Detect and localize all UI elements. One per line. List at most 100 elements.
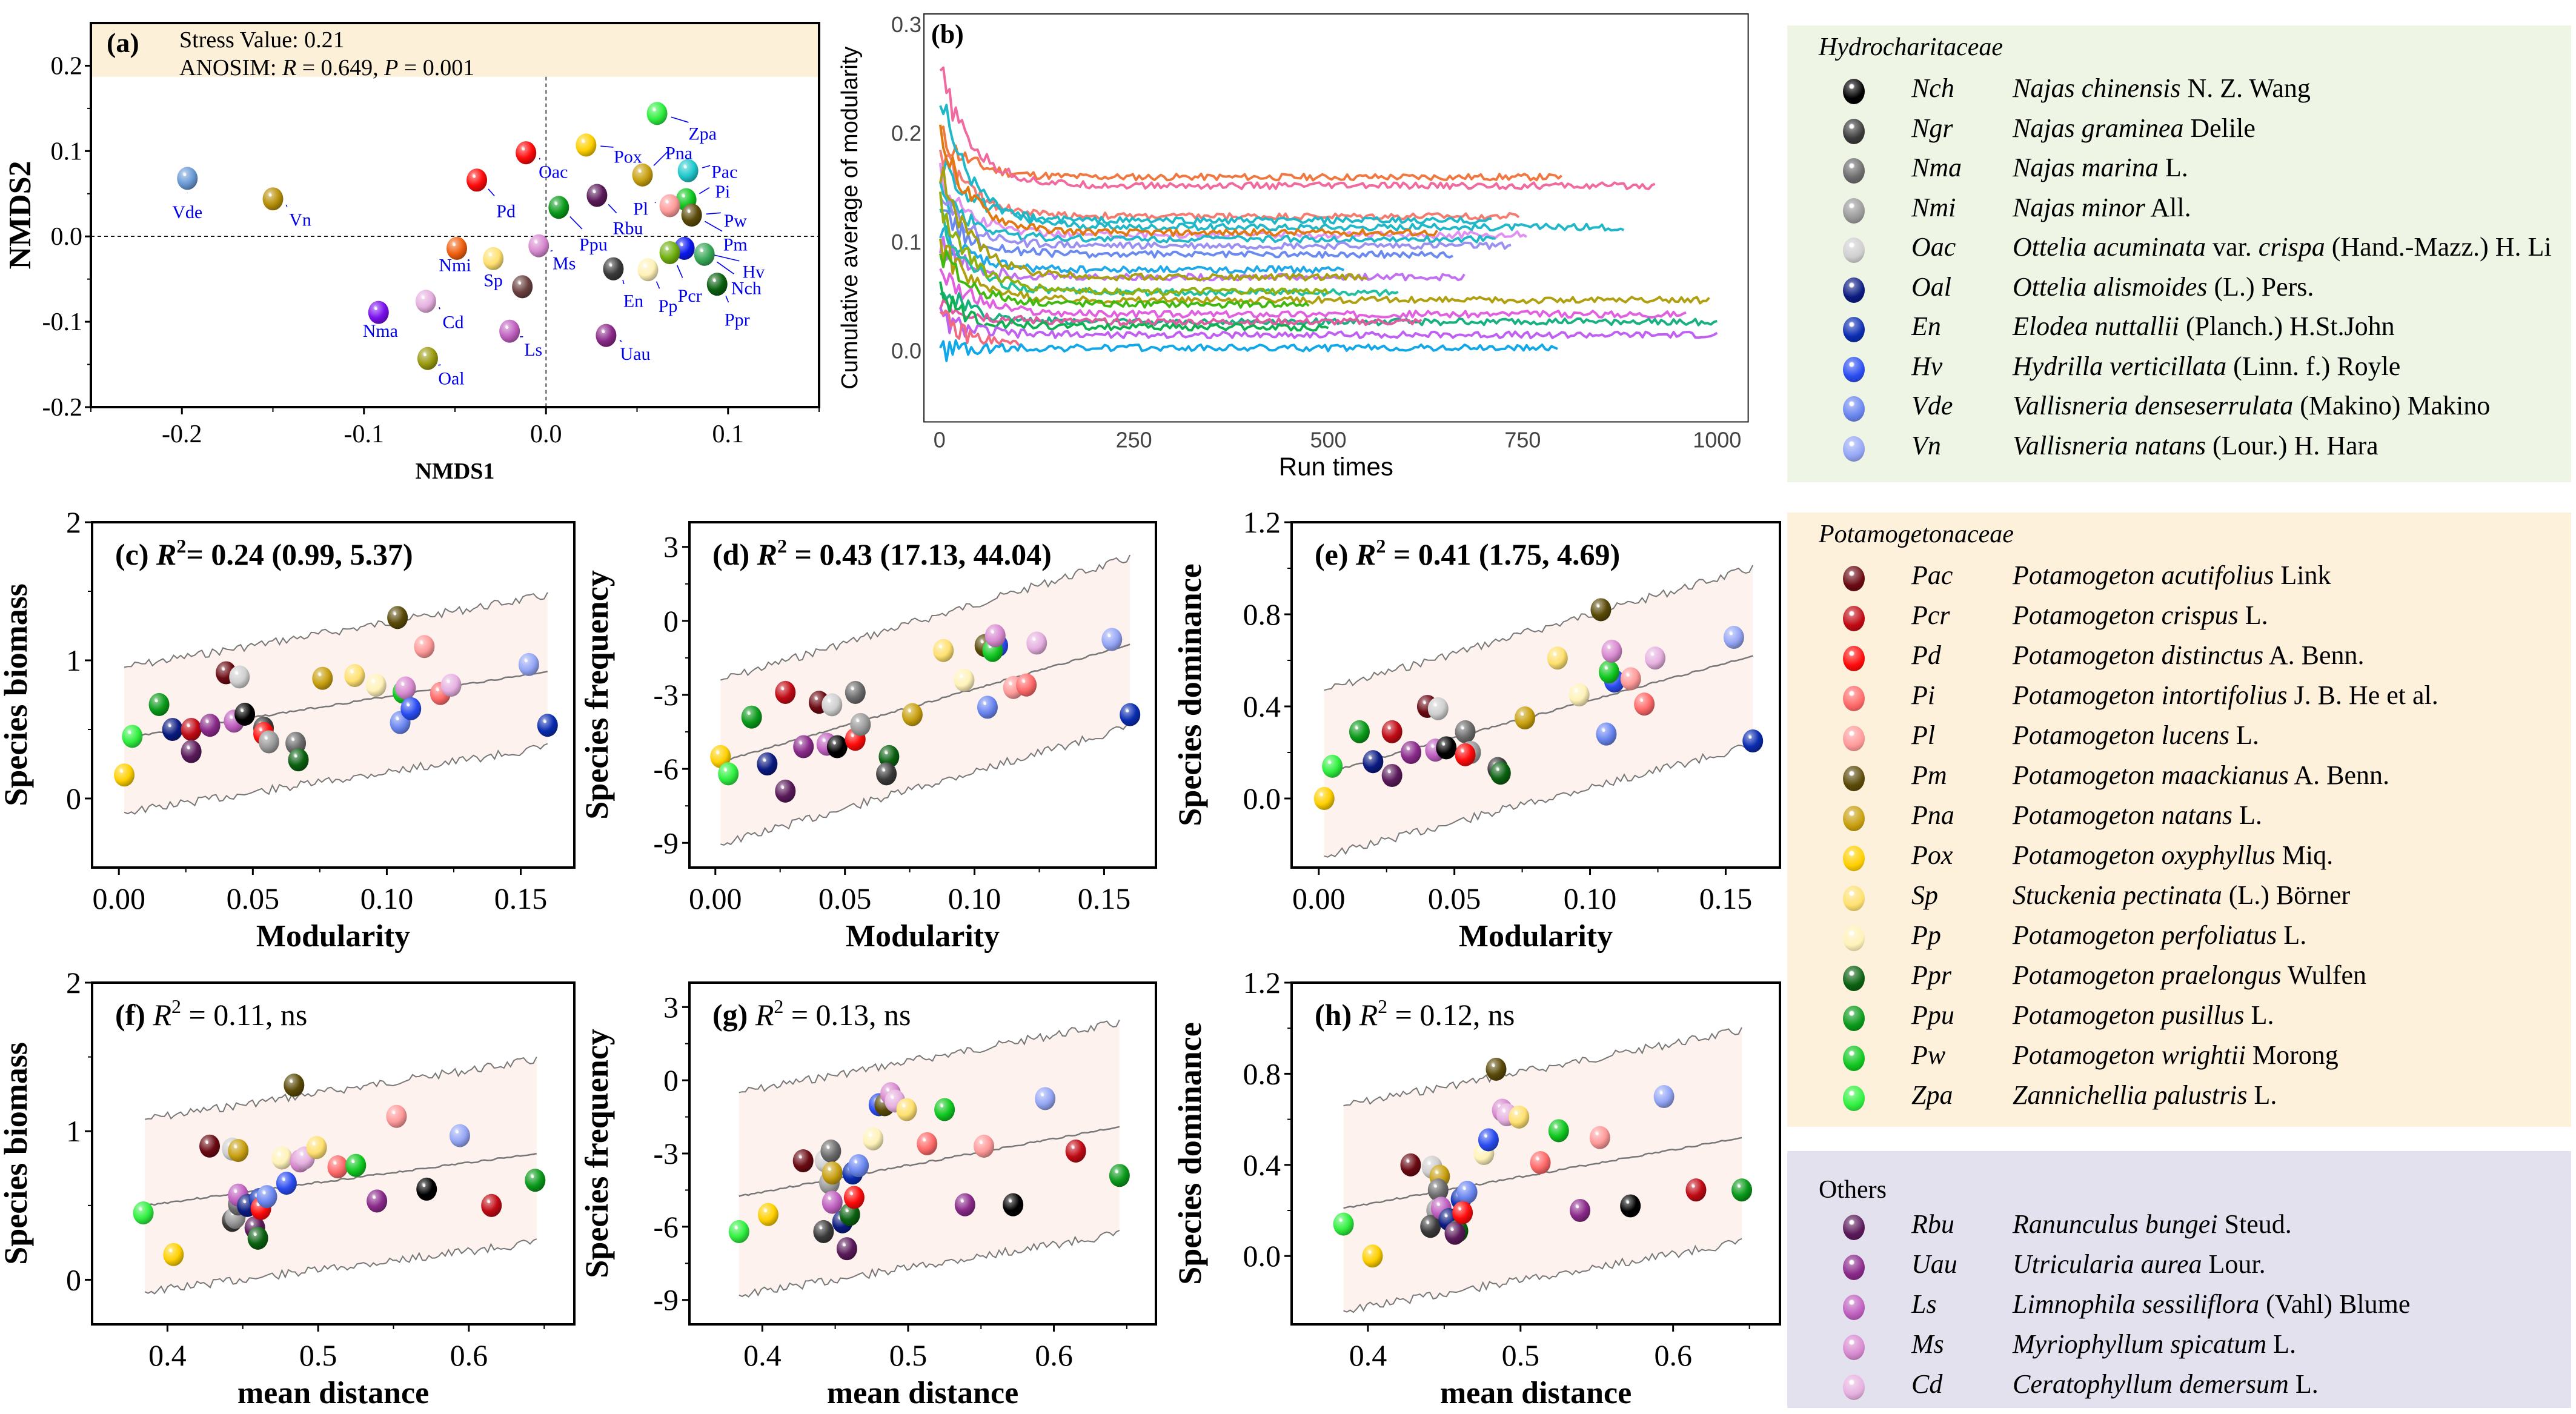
data-point-nch [416,1177,437,1201]
nmds-label-vde: Vde [172,202,202,222]
data-point-pi [327,1155,348,1179]
legend-item-oac: Oac Ottelia acuminata var. crispa (Hand.-… [1787,231,2571,268]
nmds-point-nch [694,242,715,266]
species-name: Potamogeton wrightii Morong [2013,1040,2339,1070]
x-tick-label: 0.4 [1349,1338,1387,1372]
nmds-point-ngr [512,275,533,299]
data-point-pd [1455,743,1476,766]
legend-item-pac: Pac Potamogeton acutifolius Link [1787,560,2571,596]
species-abbreviation: Hv [1911,351,1943,381]
legend-group-title: Others [1819,1176,1887,1204]
species-ball-icon [1843,1086,1865,1111]
nmds-point-oac [516,141,537,165]
data-point-pw [934,1098,955,1121]
legend-item-vn: Vn Vallisneria natans (Lour.) H. Hara [1787,430,2571,466]
y-tick-label: 0.8 [1243,597,1281,631]
nmds-leader-line [653,151,668,166]
nmds-point-ms [528,234,549,257]
x-tick-label: 250 [1116,427,1152,452]
species-ball-icon [1843,1255,1865,1280]
species-name: Potamogeton maackianus A. Benn. [2013,760,2390,790]
species-legend: Sym.Abbr. Species name HydrocharitaceaeN… [1787,0,2576,1414]
species-name: Potamogeton intortifolius J. B. He et al… [2013,680,2438,710]
species-ball-icon [1843,606,1865,631]
nmds-label-pd: Pd [496,202,516,222]
data-point-ppu [1731,1178,1753,1202]
panel-label: (b) [931,19,964,49]
modularity-series-line [939,281,1329,332]
fit-line [739,1126,1120,1197]
panel-stat-annotation: (c) R2= 0.24 (0.99, 5.37) [115,535,413,571]
x-tick-label: 0.15 [1699,881,1753,915]
modularity-series-line [940,209,1453,259]
r-squared-value: = 0.43 (17.13, 44.04) [787,537,1052,571]
y-tick-label: 0.0 [1243,1239,1281,1273]
nmds-point-zpa [646,102,668,125]
x-tick-label: 0.0 [530,420,562,448]
nmds-point-pw [681,203,702,227]
modularity-series-line [939,125,1562,182]
x-axis-label: mean distance [827,1376,1018,1410]
data-point-pl [386,1104,407,1128]
nmds-label-nma: Nma [363,321,398,341]
species-abbreviation: Pp [1911,920,1941,950]
nmds-point-sp [483,247,504,270]
data-point-pw [1548,1119,1569,1143]
species-ball-icon [1843,646,1865,671]
data-point-rbu [181,740,202,763]
y-tick-label: 1 [66,1114,81,1148]
y-tick-label: 0.4 [1243,1148,1281,1182]
x-tick-label: 1000 [1693,427,1741,452]
r-squared-symbol: R [1355,537,1376,571]
y-tick-label: 3 [663,530,679,564]
legend-item-ppr: Ppr Potamogeton praelongus Wulfen [1787,960,2571,996]
nmds-label-pm: Pm [723,234,748,254]
data-point-pox [757,1203,778,1226]
data-point-nmi [258,730,279,754]
species-abbreviation: Zpa [1911,1080,1953,1110]
species-abbreviation: Nma [1911,153,1962,182]
species-ball-icon [1843,726,1865,751]
fit-line [720,643,1130,763]
modularity-series-line [939,250,1310,309]
data-point-pw [1598,660,1619,684]
species-abbreviation: Pcr [1911,600,1950,630]
r-squared-symbol: R [1359,998,1378,1032]
plot-frame [1290,521,1781,869]
data-point-cd [440,674,462,697]
nmds-label-ls: Ls [524,340,542,360]
species-abbreviation: Ppr [1911,960,1951,990]
legend-item-nch: Nch Najas chinensis N. Z. Wang [1787,73,2571,109]
species-name: Elodea nuttallii (Planch.) H.St.John [2013,311,2395,341]
y-tick-label: 0.2 [891,121,921,146]
y-axis-label: Cumulative average of modularity [837,47,863,390]
y-axis-label: Species dominance [1172,1022,1208,1285]
species-name: Potamogeton perfoliatus L. [2013,920,2307,950]
nmds-label-nmi: Nmi [439,255,471,275]
data-point-pl [974,1134,995,1158]
species-name: Potamogeton crispus L. [2013,600,2268,630]
data-point-pm [1590,598,1612,622]
y-tick-label: -6 [653,1210,679,1244]
species-ball-icon [1843,396,1865,422]
nmds-leader-line [671,116,689,123]
data-point-ms [1601,639,1622,663]
nmds-label-vn: Vn [289,210,311,230]
x-axis-label: Modularity [846,919,1000,954]
y-tick-label: 0.1 [51,138,83,165]
species-name: Potamogeton acutifolius Link [2013,560,2331,590]
species-abbreviation: Ppu [1911,1000,1954,1030]
y-tick-label: 0.3 [891,12,921,37]
upper-ci-line [739,1020,1120,1094]
legend-item-pcr: Pcr Potamogeton crispus L. [1787,600,2571,636]
y-tick-label: 1.2 [1243,966,1281,1000]
data-point-pm [1486,1057,1507,1081]
y-tick-label: 0 [663,1063,679,1097]
data-point-pl [1620,667,1641,691]
data-point-pac [1400,1153,1421,1177]
data-point-zpa [718,762,739,786]
species-abbreviation: Pna [1911,800,1954,830]
r-squared-value: = 0.11, ns [181,998,307,1032]
nmds-point-pp [637,258,659,282]
y-axis-label: Species biomass [0,1042,34,1265]
